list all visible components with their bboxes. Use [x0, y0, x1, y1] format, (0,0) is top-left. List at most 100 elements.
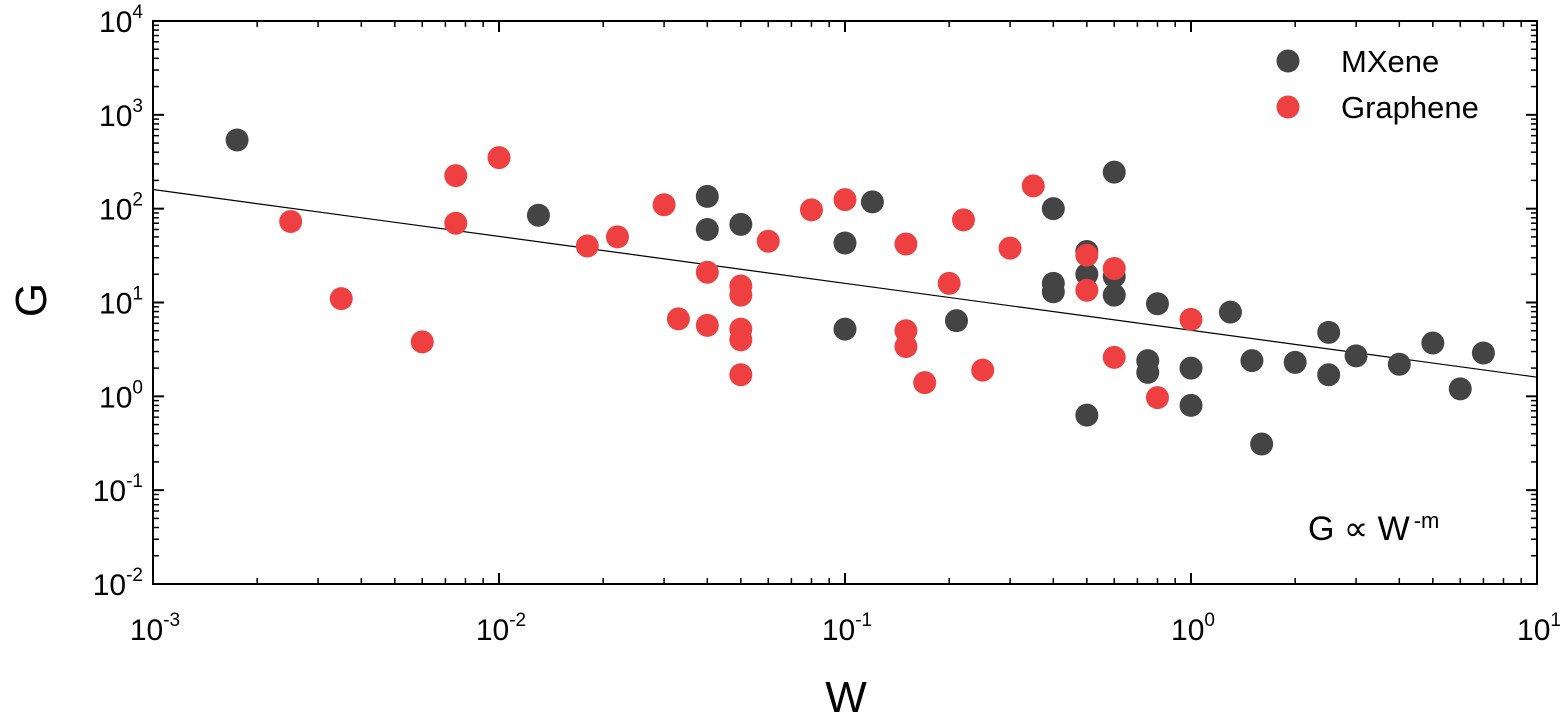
mxene-point — [833, 317, 857, 341]
x-tick-label-exponent: -2 — [509, 610, 526, 631]
graphene-point — [913, 371, 937, 395]
x-tick-label-base: 10 — [476, 614, 509, 647]
x-tick-label-exponent: 1 — [1550, 610, 1561, 631]
y-tick-label: 104 — [99, 2, 143, 39]
graphene-point — [1102, 345, 1126, 369]
y-tick-label-base: 10 — [99, 288, 132, 321]
axes-layer — [152, 20, 1538, 585]
y-tick-label-base: 10 — [99, 6, 132, 39]
mxene-point — [1317, 320, 1341, 344]
graphene-point — [410, 330, 434, 354]
graphene-point — [894, 319, 918, 343]
y-tick-label: 101 — [99, 284, 143, 321]
x-axis-title: W — [825, 673, 867, 716]
power-law-annotation: G ∝ W -m — [1308, 508, 1439, 548]
x-tick-label-exponent: -1 — [855, 610, 872, 631]
graphene-point — [998, 236, 1022, 260]
x-tick-label: 10-1 — [822, 610, 872, 647]
mxene-point — [1283, 350, 1307, 374]
x-tick-label-exponent: 0 — [1204, 610, 1215, 631]
annotation-base: G ∝ W — [1308, 510, 1410, 548]
mxene-point — [1179, 393, 1203, 417]
graphene-point — [937, 271, 961, 295]
mxene-point — [695, 184, 719, 208]
mxene-point — [1075, 403, 1099, 427]
legend-label-graphene: Graphene — [1341, 90, 1479, 125]
x-tick-label-exponent: -3 — [163, 610, 180, 631]
graphene-point — [894, 334, 918, 358]
y-tick-label-exponent: 4 — [132, 2, 143, 23]
graphene-point — [756, 229, 780, 253]
y-tick-label-base: 10 — [99, 194, 132, 227]
y-tick-label-exponent: 1 — [132, 284, 143, 305]
x-tick-label: 101 — [1517, 610, 1561, 647]
y-tick-label: 102 — [99, 190, 143, 227]
mxene-point — [1102, 160, 1126, 184]
graphene-point — [729, 328, 753, 352]
graphene-point — [695, 313, 719, 337]
graphene-point — [329, 287, 353, 311]
mxene-point — [729, 212, 753, 236]
y-tick-label: 103 — [99, 96, 143, 133]
fit-line-layer — [152, 188, 1538, 378]
mxene-point — [944, 309, 968, 333]
annotation-exponent: -m — [1414, 508, 1440, 533]
mxene-point — [225, 128, 249, 152]
y-tick-label-base: 10 — [93, 475, 126, 508]
y-tick-label: 10-2 — [93, 565, 143, 602]
y-tick-label-base: 10 — [93, 569, 126, 602]
mxene-point — [1317, 363, 1341, 387]
mxene-point — [833, 231, 857, 255]
graphene-point — [971, 358, 995, 382]
y-tick-label-exponent: -1 — [126, 471, 143, 492]
plot-frame — [152, 20, 1538, 585]
x-tick-label-base: 10 — [822, 614, 855, 647]
graphene-point — [487, 146, 511, 170]
y-tick-label-exponent: 3 — [132, 96, 143, 117]
mxene-point — [1344, 344, 1368, 368]
power-law-fit-line — [152, 188, 1538, 378]
ticks-layer: 10-3 10-2 10-1 100 10110-210-110010110210310… — [93, 2, 1561, 647]
graphene-point — [605, 225, 629, 249]
mxene-point — [1421, 331, 1445, 355]
y-tick-label: 10-1 — [93, 471, 143, 508]
mxene-point — [1387, 352, 1411, 376]
mxene-point — [1041, 197, 1065, 221]
graphene-point — [279, 209, 303, 233]
graphene-point — [799, 198, 823, 222]
graphene-point — [695, 260, 719, 284]
mxene-point — [1240, 349, 1264, 373]
graphene-point — [1075, 278, 1099, 302]
graphene-point — [1179, 307, 1203, 331]
graphene-point — [652, 193, 676, 217]
mxene-point — [1145, 292, 1169, 316]
graphene-point — [575, 234, 599, 258]
legend: MXene Graphene — [1276, 44, 1479, 125]
mxene-point — [1075, 262, 1099, 286]
x-tick-label: 10-2 — [476, 610, 526, 647]
graphene-point — [894, 232, 918, 256]
y-tick-label-base: 10 — [99, 100, 132, 133]
x-tick-label-base: 10 — [1171, 614, 1204, 647]
y-axis-title: G — [7, 283, 56, 317]
data-points-layer — [225, 128, 1495, 456]
series-mxene — [225, 128, 1495, 456]
mxene-point — [1102, 283, 1126, 307]
graphene-point — [1075, 243, 1099, 267]
mxene-point — [1179, 356, 1203, 380]
graphene-point — [666, 307, 690, 331]
mxene-point — [1218, 300, 1242, 324]
graphene-point — [444, 164, 468, 188]
y-tick-label: 100 — [99, 377, 143, 414]
y-tick-label-base: 10 — [99, 381, 132, 414]
graphene-point — [729, 283, 753, 307]
graphene-point — [1021, 174, 1045, 198]
mxene-point — [526, 203, 550, 227]
mxene-point — [1250, 432, 1274, 456]
graphene-point — [1145, 386, 1169, 410]
y-tick-label-exponent: 2 — [132, 190, 143, 211]
x-tick-label-base: 10 — [130, 614, 163, 647]
legend-marker-mxene — [1276, 49, 1300, 73]
graphene-point — [729, 363, 753, 387]
graphene-point — [951, 208, 975, 232]
